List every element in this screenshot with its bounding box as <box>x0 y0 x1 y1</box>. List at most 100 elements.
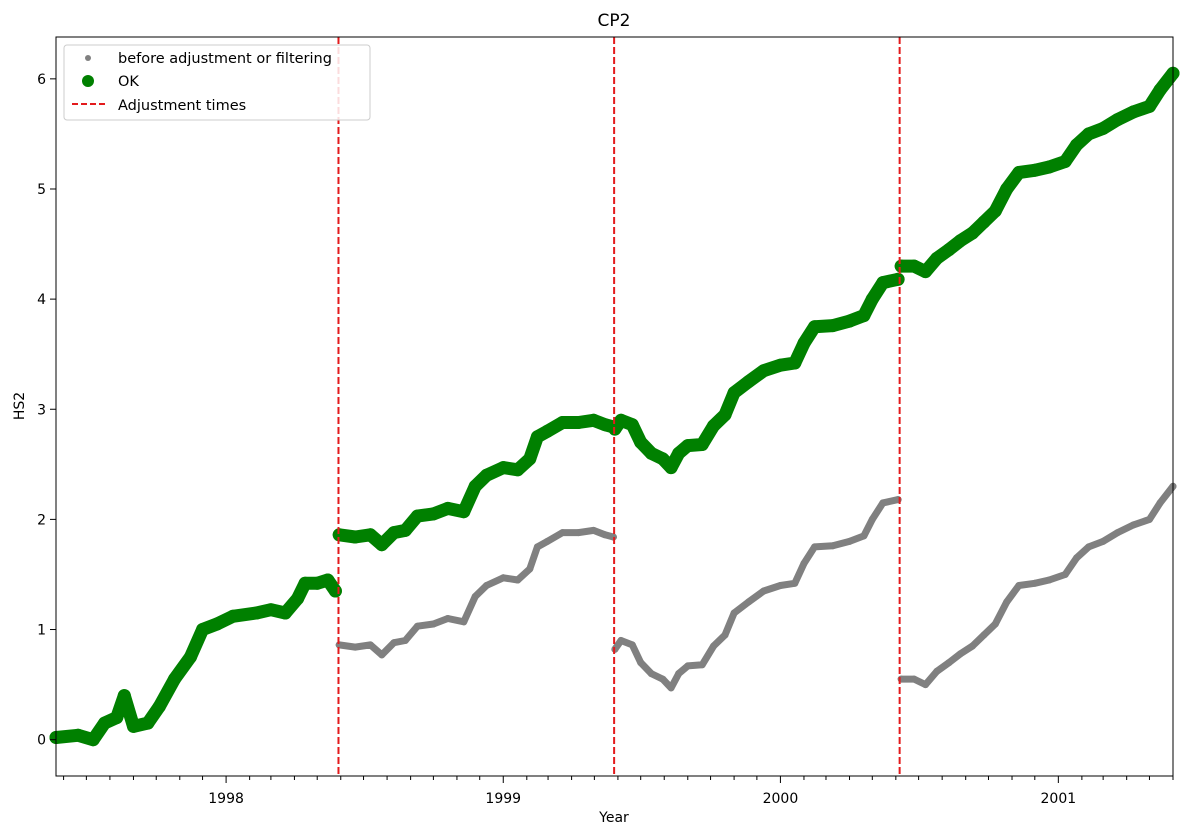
legend-marker-ok <box>82 75 94 87</box>
data-point <box>797 336 811 350</box>
data-point <box>894 259 908 273</box>
data-point <box>1146 515 1153 523</box>
data-point <box>857 309 871 323</box>
data-point <box>930 251 944 265</box>
data-point <box>540 424 554 438</box>
data-point <box>843 314 856 328</box>
series-band <box>335 526 617 659</box>
data-point <box>876 276 890 290</box>
data-point <box>868 515 876 523</box>
data-point <box>310 576 324 590</box>
data-point <box>1070 138 1084 152</box>
data-point <box>776 582 784 589</box>
data-point <box>387 526 401 540</box>
data-point <box>226 609 240 623</box>
data-point <box>710 642 718 650</box>
data-point <box>718 408 732 422</box>
data-point <box>351 643 359 651</box>
data-point <box>617 637 625 644</box>
data-point <box>480 468 493 482</box>
data-point <box>757 364 771 378</box>
data-point <box>543 537 551 545</box>
y-axis-ticks: 0 1 2 3 4 5 6 <box>37 72 56 749</box>
data-point <box>375 538 389 552</box>
data-point <box>956 650 964 658</box>
data-point <box>1130 521 1137 529</box>
data-point <box>366 641 374 649</box>
data-point <box>727 386 741 400</box>
data-point <box>742 375 755 389</box>
data-point <box>800 559 808 567</box>
data-point <box>667 684 675 692</box>
data-point <box>647 670 655 678</box>
data-point <box>426 507 440 521</box>
y-tick-label: 3 <box>37 402 46 418</box>
plot-area <box>49 37 1180 776</box>
y-axis-label: HS2 <box>12 392 28 420</box>
data-point <box>760 587 768 595</box>
data-point <box>523 452 537 466</box>
data-point <box>71 728 85 742</box>
x-tick-label: 1999 <box>485 791 521 807</box>
x-axis-ticks: 1998 1999 2000 2001 <box>63 776 1174 807</box>
data-point <box>773 358 787 372</box>
data-point <box>730 609 738 617</box>
data-point <box>625 418 639 432</box>
data-point <box>966 226 979 240</box>
legend-label-ok: OK <box>118 74 139 90</box>
data-point <box>496 461 510 475</box>
data-point <box>250 606 263 620</box>
data-point <box>98 716 112 730</box>
data-point <box>1143 99 1156 113</box>
data-point <box>183 650 197 664</box>
data-point <box>363 528 377 542</box>
data-point <box>110 711 124 725</box>
data-point <box>788 356 802 370</box>
data-point <box>1082 127 1096 141</box>
data-point <box>644 446 658 460</box>
data-point <box>1111 113 1125 127</box>
data-point <box>698 661 706 669</box>
data-point <box>378 651 386 659</box>
data-point <box>977 215 991 229</box>
data-point <box>291 592 304 606</box>
data-point <box>1096 121 1110 135</box>
data-point <box>980 631 988 639</box>
data-point <box>210 617 224 631</box>
data-point <box>1127 105 1140 119</box>
data-point <box>891 272 905 286</box>
data-point <box>348 530 362 544</box>
data-point <box>1042 160 1056 174</box>
data-point <box>429 620 437 628</box>
data-point <box>499 574 507 582</box>
data-point <box>1028 163 1042 177</box>
legend-marker-before <box>85 55 91 61</box>
data-point <box>1000 182 1014 196</box>
data-point <box>945 659 953 667</box>
data-point <box>1031 579 1039 587</box>
series-band <box>332 413 620 552</box>
y-tick-label: 2 <box>37 512 46 528</box>
data-point <box>846 537 853 545</box>
data-point <box>721 631 729 639</box>
data-point <box>328 584 342 598</box>
data-point <box>808 320 822 334</box>
data-point <box>556 416 569 429</box>
data-point <box>413 622 421 630</box>
data-point <box>695 438 709 451</box>
data-point <box>574 529 582 537</box>
data-point <box>390 639 398 647</box>
data-point <box>410 509 424 523</box>
data-point <box>468 479 482 493</box>
chart-title: CP2 <box>598 11 631 31</box>
data-point <box>1015 582 1023 589</box>
data-point <box>1156 499 1164 507</box>
data-point <box>919 265 932 279</box>
data-point <box>1058 155 1072 168</box>
data-point <box>675 670 683 678</box>
data-point <box>127 719 140 733</box>
data-point <box>942 243 956 257</box>
data-point <box>879 499 887 507</box>
data-point <box>1003 598 1011 606</box>
